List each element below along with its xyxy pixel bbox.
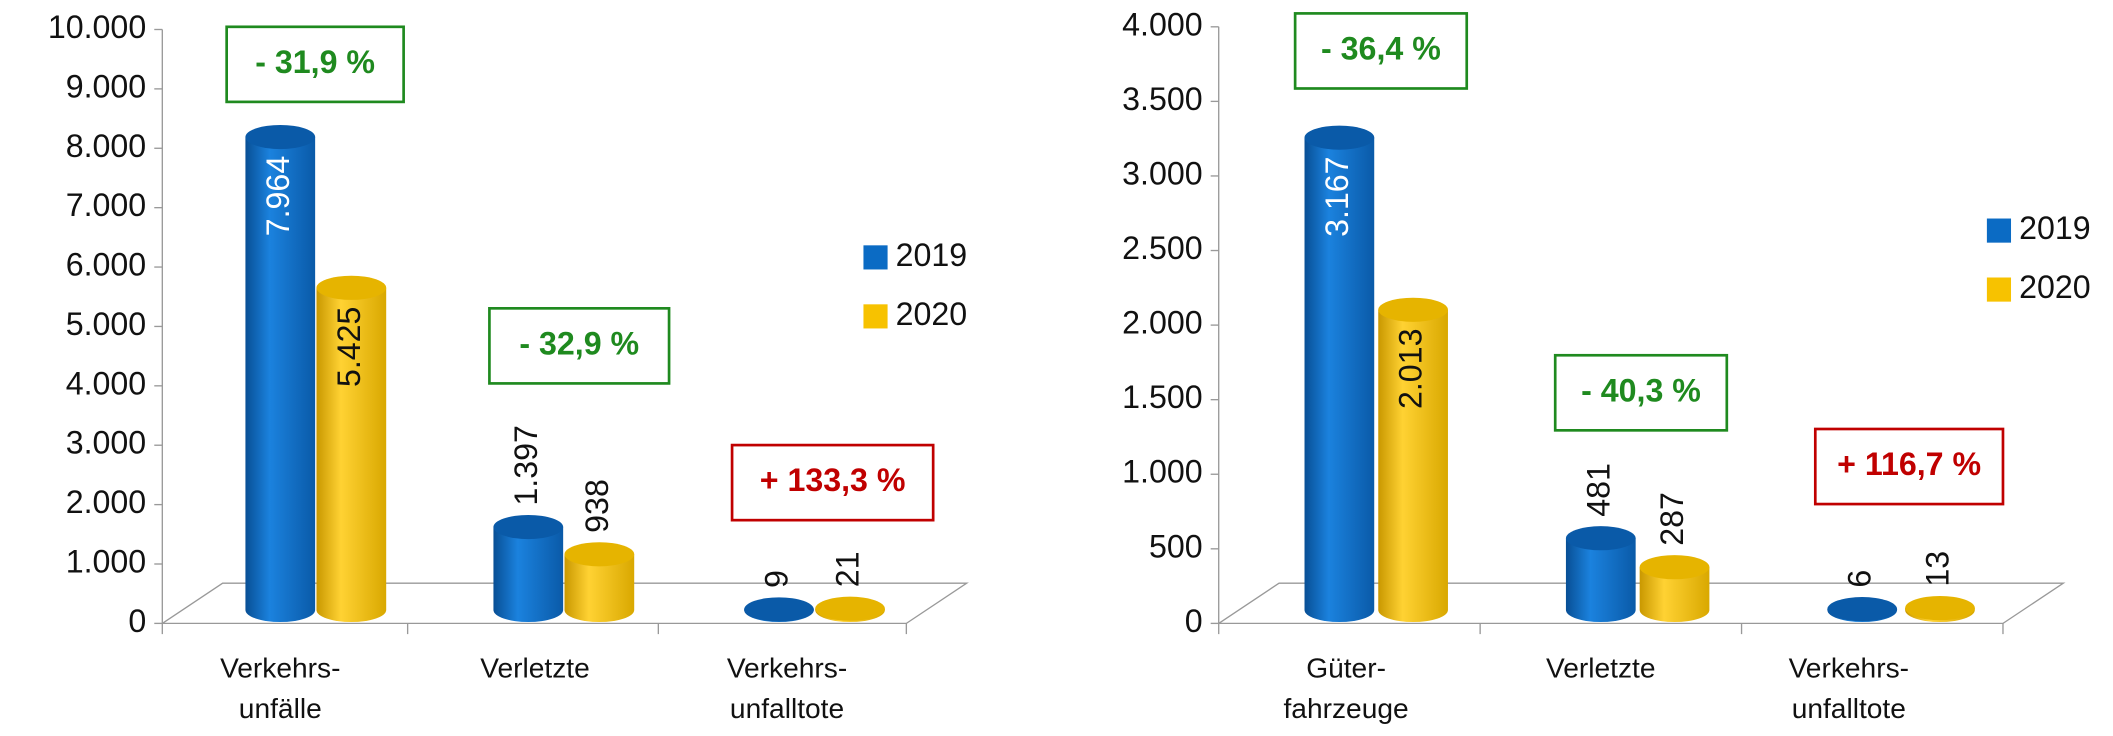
x-tick-label: Verkehrs-: [220, 653, 340, 684]
bar: [1304, 137, 1375, 623]
x-tick-label: Verkehrs-: [1789, 653, 1909, 684]
bar: [493, 527, 564, 623]
annotation: - 40,3 %: [1581, 372, 1701, 408]
bar: [1378, 309, 1448, 623]
value-label: 5.425: [331, 307, 367, 387]
x-tick-label: unfalltote: [730, 693, 844, 724]
bar: [316, 287, 387, 623]
y-tick-label: 1.000: [66, 543, 146, 579]
value-label: 6: [1842, 570, 1878, 588]
y-tick-label: 7.000: [66, 187, 146, 223]
legend-swatch: [1986, 218, 2012, 243]
annotation: - 32,9 %: [519, 325, 639, 361]
y-tick-label: 3.500: [1122, 81, 1202, 117]
bar-top: [744, 597, 814, 622]
annotation-box: [1553, 353, 1729, 432]
bar: [245, 137, 316, 623]
bar-top: [493, 514, 564, 540]
y-tick-label: 4.000: [1122, 6, 1202, 42]
y-tick-label: 0: [1185, 603, 1203, 639]
y-tick-label: 3.000: [1122, 155, 1202, 191]
y-tick-label: 2.500: [1122, 230, 1202, 266]
annotation-box: [730, 443, 935, 522]
y-tick-label: 10.000: [48, 9, 146, 45]
x-tick-label: fahrzeuge: [1283, 693, 1408, 724]
bar-top: [1827, 597, 1898, 622]
annotation-box: [1293, 12, 1469, 90]
value-label: 21: [830, 552, 866, 588]
y-tick-label: 0: [128, 603, 146, 639]
value-label: 287: [1654, 492, 1690, 546]
y-tick-label: 2.000: [1122, 305, 1202, 341]
annotation: + 116,7 %: [1837, 446, 1981, 482]
x-tick-label: unfalltote: [1792, 693, 1906, 724]
value-label: 7.964: [260, 156, 296, 236]
x-tick-label: Güter-: [1306, 653, 1386, 684]
value-label: 9: [758, 570, 794, 588]
legend-swatch: [1986, 277, 2012, 302]
bar-top: [1905, 595, 1975, 621]
legend-label: 2020: [2019, 269, 2091, 305]
legend-label: 2019: [896, 237, 968, 273]
bar: [1565, 538, 1636, 623]
bar-top: [1304, 125, 1375, 150]
x-tick-label: Verletzte: [1546, 653, 1656, 684]
annotation: + 133,3 %: [760, 462, 906, 498]
bar-top: [564, 542, 635, 567]
annotation-box: [225, 25, 405, 104]
y-tick-label: 1.500: [1122, 379, 1202, 415]
bar-top: [1639, 555, 1710, 580]
bar-top: [1378, 297, 1448, 322]
bar: [1639, 567, 1710, 623]
legend-label: 2019: [2019, 210, 2091, 246]
bar-top: [245, 124, 316, 150]
bar-top: [1565, 526, 1636, 551]
annotation-box: [488, 307, 671, 385]
legend-swatch: [863, 245, 888, 270]
annotation: - 36,4 %: [1321, 30, 1441, 66]
value-label: 938: [579, 479, 615, 533]
y-tick-label: 3.000: [66, 425, 146, 461]
annotation: - 31,9 %: [255, 44, 375, 80]
y-tick-label: 4.000: [66, 365, 146, 401]
annotation-box: [1813, 427, 2005, 506]
bar-top: [316, 275, 387, 300]
y-tick-label: 8.000: [66, 128, 146, 164]
y-tick-label: 2.000: [66, 484, 146, 520]
bar: [564, 554, 635, 623]
legend-label: 2020: [896, 296, 968, 332]
value-label: 3.167: [1319, 156, 1355, 236]
y-tick-label: 1.000: [1122, 454, 1202, 490]
value-label: 1.397: [508, 425, 544, 505]
value-label: 481: [1580, 463, 1616, 517]
x-tick-label: Verkehrs-: [727, 653, 847, 684]
bar-top: [815, 596, 885, 621]
x-tick-label: Verletzte: [480, 653, 589, 684]
y-tick-label: 9.000: [66, 68, 146, 104]
legend-swatch: [863, 304, 888, 329]
y-tick-label: 5.000: [66, 306, 146, 342]
value-label: 13: [1919, 551, 1955, 587]
x-tick-label: unfälle: [239, 693, 322, 724]
y-tick-label: 6.000: [66, 247, 146, 283]
value-label: 2.013: [1393, 329, 1429, 409]
y-tick-label: 500: [1149, 528, 1203, 564]
